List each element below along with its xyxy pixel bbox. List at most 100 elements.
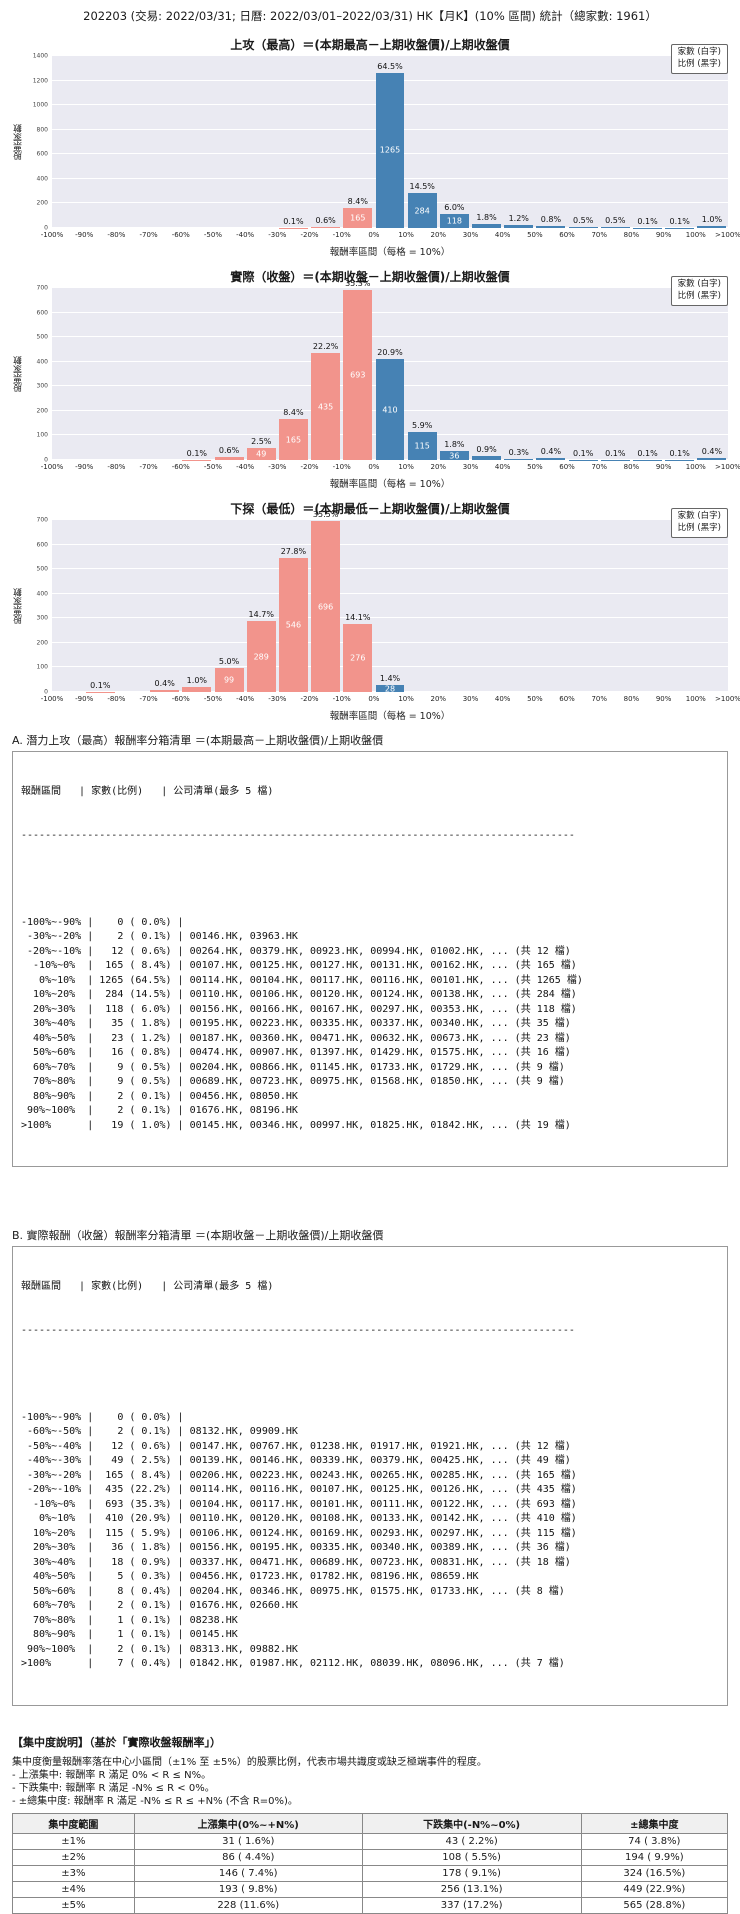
section-b-title: B. 實際報酬（收盤）報酬率分箱清單 ＝(本期收盤－上期收盤價)/上期收盤價 (12, 1227, 728, 1243)
concentration-cell: 337 (17.2%) (362, 1897, 581, 1913)
section-b-box: 報酬區間 | 家數(比例) | 公司清單(最多 5 檔) -----------… (12, 1246, 728, 1706)
bin-60%~70%: 0.1% (567, 288, 599, 460)
x-tick-label: 90% (656, 463, 672, 471)
x-tick-label: -20% (300, 231, 318, 239)
x-tick-label: -90% (75, 695, 93, 703)
bar-pct-label: 0.9% (476, 445, 496, 454)
x-tick-label: 90% (656, 695, 672, 703)
bar-pct-label: 0.8% (541, 215, 561, 224)
bin--10%~0%: 14.1%276 (342, 520, 374, 692)
bin-0%~10%: 1.4%28 (374, 520, 406, 692)
x-axis-title: 報酬率區間（每格 = 10%） (52, 473, 728, 488)
concentration-row: ±1% 31 ( 1.6%) 43 ( 2.2%) 74 ( 3.8%) (13, 1833, 728, 1849)
x-tick-label: -20% (300, 695, 318, 703)
x-tick-label: 60% (559, 695, 575, 703)
x-tick-label: 10% (398, 695, 414, 703)
bin-20%~30% (438, 520, 470, 692)
concentration-header-cell: 集中度範圍 (13, 1813, 135, 1833)
bin-30%~40%: 1.8% (470, 56, 502, 228)
bar-pct-label: 0.3% (509, 448, 529, 457)
bin--20%~-10%: 22.2%435 (310, 288, 342, 460)
x-axis: -100%-90%-80%-70%-60%-50%-40%-30%-20%-10… (52, 228, 728, 241)
x-tick-label: 10% (398, 231, 414, 239)
bin--40%~-30%: 2.5%49 (245, 288, 277, 460)
y-tick-label: 600 (37, 541, 48, 548)
report-page: 202203 (交易: 2022/03/31; 日曆: 2022/03/01–2… (0, 0, 740, 1660)
bin--50%~-40%: 0.6% (213, 288, 245, 460)
concentration-cell: ±1% (13, 1833, 135, 1849)
listing-row: -30%~-20% | 2 ( 0.1%) | 00146.HK, 03963.… (21, 930, 719, 945)
bar-count-label: 49 (256, 449, 266, 458)
listing-row: 60%~70% | 9 ( 0.5%) | 00204.HK, 00866.HK… (21, 1061, 719, 1076)
listing-row: -10%~0% | 165 ( 8.4%) | 00107.HK, 00125.… (21, 959, 719, 974)
bar-pct-label: 20.9% (377, 348, 402, 357)
y-tick-label: 400 (37, 358, 48, 365)
bar-count-label: 435 (318, 402, 333, 411)
x-tick-label: 80% (624, 695, 640, 703)
bin->100%: 1.0% (696, 56, 728, 228)
bin-10%~20% (406, 520, 438, 692)
bin--40%~-30% (245, 56, 277, 228)
bin-10%~20%: 14.5%284 (406, 56, 438, 228)
x-tick-label: 70% (591, 463, 607, 471)
bar-count-label: 165 (350, 213, 365, 222)
concentration-row: ±5% 228 (11.6%) 337 (17.2%) 565 (28.8%) (13, 1897, 728, 1913)
bin-70%~80% (599, 520, 631, 692)
concentration-cell: 228 (11.6%) (134, 1897, 362, 1913)
bar-count-label: 284 (415, 206, 430, 215)
section-a: A. 潛力上攻（最高）報酬率分箱清單 ＝(本期最高－上期收盤價)/上期收盤價 報… (12, 732, 728, 1167)
bin-80%~90%: 0.1% (631, 56, 663, 228)
bar-pct-label: 1.8% (476, 213, 496, 222)
concentration-row: ±4% 193 ( 9.8%) 256 (13.1%) 449 (22.9%) (13, 1881, 728, 1897)
bar-pct-label: 35.3% (345, 279, 370, 288)
x-tick-label: 30% (463, 695, 479, 703)
listing-row: -20%~-10% | 12 ( 0.6%) | 00264.HK, 00379… (21, 945, 719, 960)
listing-row: 80%~90% | 2 ( 0.1%) | 00456.HK, 08050.HK (21, 1090, 719, 1105)
chart-legend: 家數 (白字) 比例 (黑字) (671, 44, 728, 74)
bar-count-label: 693 (350, 370, 365, 379)
x-tick-label: 80% (624, 231, 640, 239)
bin--100%~-90% (52, 520, 84, 692)
concentration-cell: 108 ( 5.5%) (362, 1849, 581, 1865)
x-tick-label: -20% (300, 463, 318, 471)
bar-pct-label: 1.0% (187, 676, 207, 685)
page-title: 202203 (交易: 2022/03/31; 日曆: 2022/03/01–2… (12, 8, 728, 24)
x-tick-label: 90% (656, 231, 672, 239)
bar-count-label: 28 (385, 684, 395, 693)
concentration-cell: 256 (13.1%) (362, 1881, 581, 1897)
x-tick-label: -70% (140, 463, 158, 471)
listing-row: -30%~-20% | 165 ( 8.4%) | 00206.HK, 0022… (21, 1469, 719, 1484)
concentration-cell: 193 ( 9.8%) (134, 1881, 362, 1897)
x-tick-label: -10% (333, 231, 351, 239)
x-tick-label: 30% (463, 231, 479, 239)
x-tick-label: 100% (686, 231, 706, 239)
listing-row: >100% | 7 ( 0.4%) | 01842.HK, 01987.HK, … (21, 1657, 719, 1672)
legend-count-label: 家數 (白字) (678, 511, 721, 523)
y-tick-label: 100 (37, 664, 48, 671)
bin-0%~10%: 64.5%1265 (374, 56, 406, 228)
x-tick-label: 100% (686, 695, 706, 703)
x-tick-label: -40% (236, 231, 254, 239)
x-tick-label: -40% (236, 463, 254, 471)
x-tick-label: -90% (75, 463, 93, 471)
y-tick-label: 600 (37, 309, 48, 316)
bar-count-label: 289 (254, 652, 269, 661)
listing-row: 40%~50% | 23 ( 1.2%) | 00187.HK, 00360.H… (21, 1032, 719, 1047)
bin--100%~-90% (52, 288, 84, 460)
listing-row: -100%~-90% | 0 ( 0.0%) | (21, 916, 719, 931)
bin--90%~-80%: 0.1% (84, 520, 116, 692)
x-tick-label: -80% (107, 695, 125, 703)
concentration-row: ±2% 86 ( 4.4%) 108 ( 5.5%) 194 ( 9.9%) (13, 1849, 728, 1865)
y-tick-label: 800 (37, 126, 48, 133)
bin--60%~-50%: 1.0% (181, 520, 213, 692)
y-tick-label: 200 (37, 639, 48, 646)
concentration-cell: 324 (16.5%) (581, 1865, 727, 1881)
bar-pct-label: 35.5% (313, 510, 338, 519)
y-tick-label: 500 (37, 566, 48, 573)
legend-count-label: 家數 (白字) (678, 279, 721, 291)
bar-pct-label: 0.1% (637, 217, 657, 226)
concentration-bullets: - 上漲集中: 報酬率 R 滿足 0% < R ≤ N%。 - 下跌集中: 報酬… (12, 1769, 728, 1808)
